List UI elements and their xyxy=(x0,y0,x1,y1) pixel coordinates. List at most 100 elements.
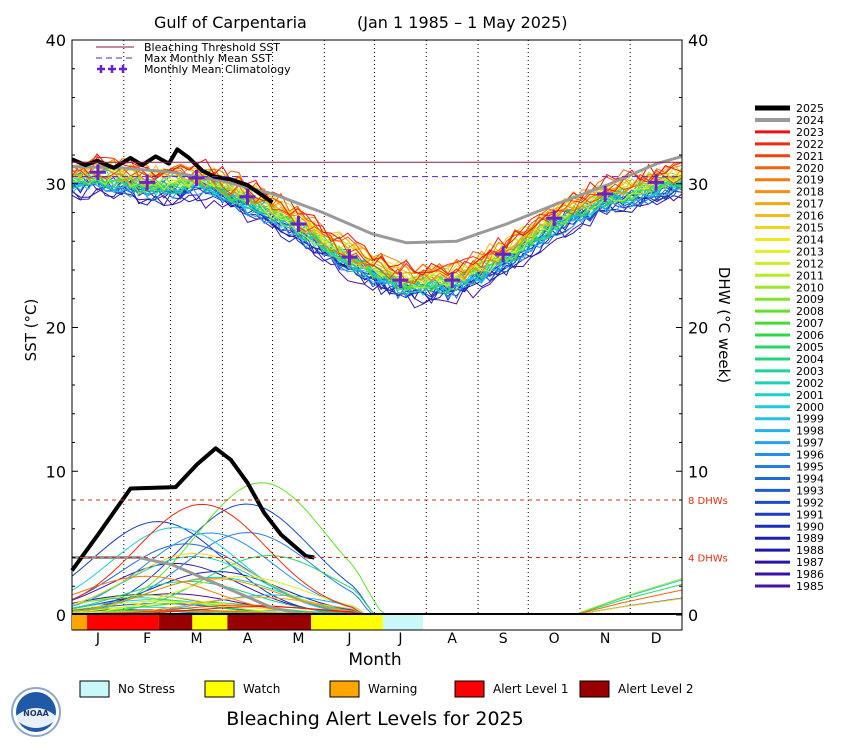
climatology-marker xyxy=(597,185,614,202)
year-legend-label: 1994 xyxy=(796,472,824,485)
year-legend-label: 2023 xyxy=(796,126,824,139)
year-legend-label: 2020 xyxy=(796,162,824,175)
year-legend-label: 2006 xyxy=(796,329,824,342)
climatology-marker xyxy=(139,174,156,191)
x-tick-label: M xyxy=(292,631,304,647)
x-tick-label: F xyxy=(143,631,151,647)
alert-strip-segment xyxy=(87,615,159,630)
chart-title-period: (Jan 1 1985 – 1 May 2025) xyxy=(357,13,568,32)
year-legend-label: 2012 xyxy=(796,257,824,270)
climatology-marker xyxy=(444,272,461,289)
x-tick-label: A xyxy=(243,631,253,647)
climatology-marker xyxy=(290,216,307,232)
status-legend-swatch xyxy=(204,680,235,698)
year-legend-label: 2014 xyxy=(796,233,824,246)
year-legend-label: 2001 xyxy=(796,389,824,402)
x-tick-label: S xyxy=(499,631,508,647)
plot-frame xyxy=(71,39,683,631)
y-tick-label-left: 10 xyxy=(46,462,66,481)
dhw-late-line-2010 xyxy=(573,578,682,615)
year-legend-label: 1990 xyxy=(796,520,824,533)
status-legend-label: No Stress xyxy=(118,682,175,696)
dhw-line-2005 xyxy=(72,555,407,615)
x-tick-label: J xyxy=(397,631,402,647)
x-tick-label: N xyxy=(600,631,610,647)
alert-strip-segment xyxy=(382,615,423,630)
year-legend-label: 2003 xyxy=(796,365,824,378)
x-axis-label: Month xyxy=(348,650,401,670)
status-legend-swatch xyxy=(454,680,485,698)
alert-strip-segment xyxy=(227,615,311,630)
y-tick-label-right: 40 xyxy=(688,31,708,50)
legend-plus-marker xyxy=(108,65,116,73)
year-legend-label: 2021 xyxy=(796,150,824,163)
year-legend-label: 1999 xyxy=(796,413,824,426)
year-legend-label: 2010 xyxy=(796,281,824,294)
climatology-marker xyxy=(341,249,358,266)
legend-label: Bleaching Threshold SST xyxy=(144,41,280,54)
year-legend-label: 1995 xyxy=(796,461,824,474)
dhw-line-2025 xyxy=(70,446,315,572)
sst-line-1985 xyxy=(72,187,682,309)
x-tick-label: O xyxy=(549,631,560,647)
year-legend-label: 1986 xyxy=(796,568,824,581)
year-legend-label: 2002 xyxy=(796,377,824,390)
legend-label: Monthly Mean Climatology xyxy=(144,63,291,76)
year-legend-label: 2022 xyxy=(796,138,824,151)
year-legend-label: 1985 xyxy=(796,580,824,593)
legend-label: Max Monthly Mean SST xyxy=(144,52,272,65)
y-tick-label-right: 30 xyxy=(688,175,708,194)
year-legend-label: 1996 xyxy=(796,449,824,462)
footer-title: Bleaching Alert Levels for 2025 xyxy=(226,708,523,730)
sst-line-2025 xyxy=(71,147,274,205)
dhw-line-2021 xyxy=(72,604,407,615)
sst-line-2008 xyxy=(72,171,682,292)
year-legend-label: 2025 xyxy=(796,102,824,115)
status-legend-swatch xyxy=(329,680,360,698)
logo-text: NOAA xyxy=(23,709,49,718)
x-tick-label: A xyxy=(447,631,457,647)
y-tick-label-right: 10 xyxy=(688,462,708,481)
alert-strip-segment xyxy=(158,615,193,630)
year-legend-label: 2007 xyxy=(796,317,824,330)
status-legend-label: Watch xyxy=(243,682,280,696)
dhw-late-line-2005 xyxy=(573,583,682,615)
climatology-marker xyxy=(546,210,563,227)
year-legend-label: 2024 xyxy=(796,114,824,127)
year-legend-label: 1993 xyxy=(796,484,824,497)
sst-line-2010 xyxy=(72,166,682,285)
year-legend-label: 2016 xyxy=(796,210,824,223)
sst-line-2022 xyxy=(72,156,682,275)
x-tick-label: D xyxy=(651,631,662,647)
year-legend-label: 2004 xyxy=(796,353,824,366)
sst-line-2011 xyxy=(72,162,682,282)
y-axis-label-right: DHW (°C week) xyxy=(715,267,733,383)
y-tick-label-right: 20 xyxy=(688,319,708,338)
year-legend-label: 1987 xyxy=(796,556,824,569)
dhw-late-line-2015 xyxy=(573,598,682,615)
dhw-reference-label: 4 DHWs xyxy=(688,554,728,565)
y-tick-label-left: 30 xyxy=(46,175,66,194)
year-legend-label: 2005 xyxy=(796,341,824,354)
year-legend-label: 2000 xyxy=(796,401,824,414)
legend-plus-marker xyxy=(97,65,105,73)
chart-title-region: Gulf of Carpentaria xyxy=(154,13,307,32)
dhw-reference-label: 8 DHWs xyxy=(688,496,728,507)
dhw-late-line-2020 xyxy=(573,589,682,615)
year-legend-label: 2017 xyxy=(796,198,824,211)
year-legend-label: 2019 xyxy=(796,174,824,187)
year-legend-label: 2018 xyxy=(796,186,824,199)
climatology-marker xyxy=(495,246,512,263)
year-legend-label: 1989 xyxy=(796,532,824,545)
year-legend-label: 1988 xyxy=(796,544,824,557)
status-legend-swatch xyxy=(79,680,110,698)
sst-line-1989 xyxy=(72,181,682,305)
climatology-marker xyxy=(89,164,106,181)
year-legend-label: 1991 xyxy=(796,508,824,521)
y-tick-label-left: 40 xyxy=(46,31,66,50)
alert-strip-segment xyxy=(72,615,88,630)
climatology-marker xyxy=(648,174,665,191)
year-legend-label: 2013 xyxy=(796,245,824,258)
status-legend-swatch xyxy=(579,680,610,698)
